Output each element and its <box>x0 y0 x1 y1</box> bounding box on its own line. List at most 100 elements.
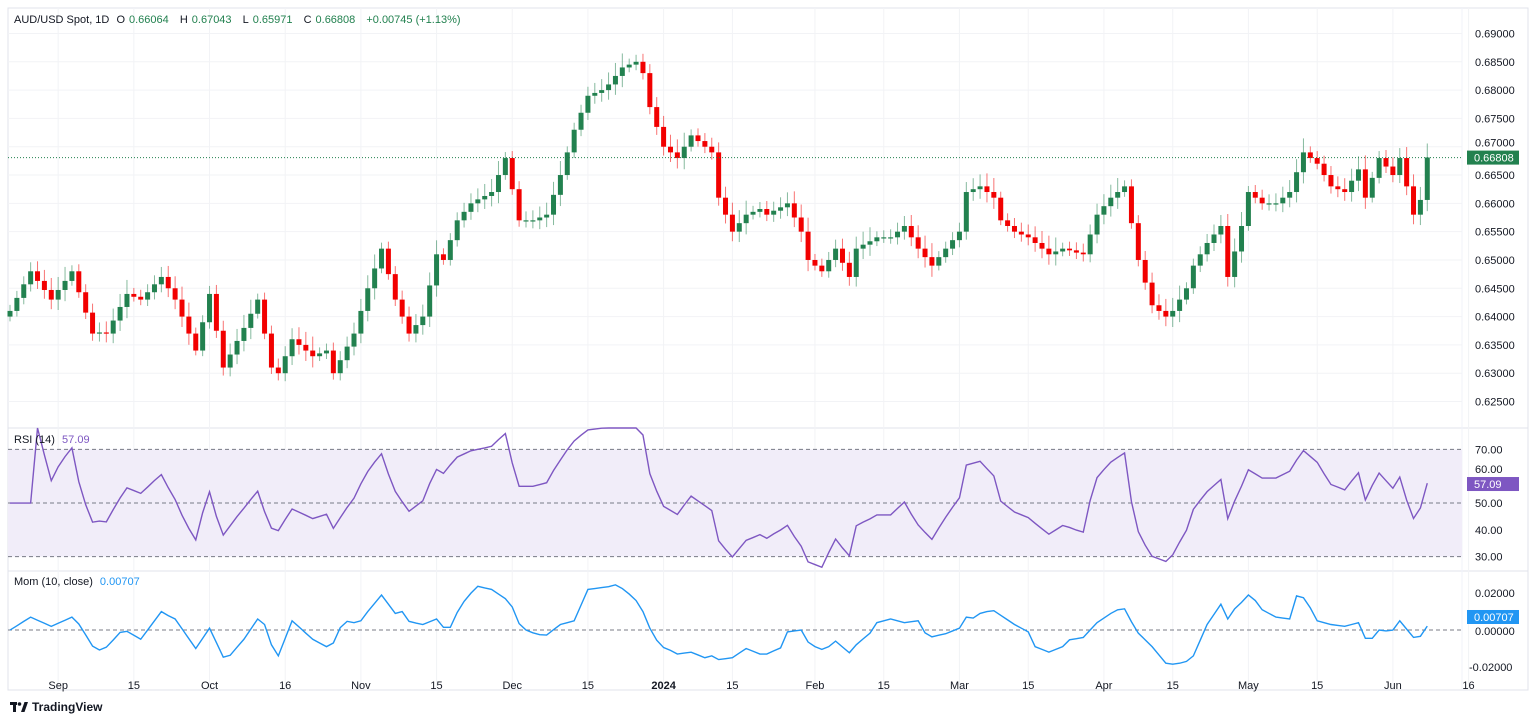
candle-up <box>750 211 756 215</box>
rsi-value: 57.09 <box>62 434 90 446</box>
mom-legend: Mom (10, close) 0.00707 <box>14 576 144 588</box>
time-tick-label: 16 <box>1462 680 1474 692</box>
candle-down <box>661 126 667 147</box>
candle-up <box>1053 251 1059 255</box>
low-value: 0.65971 <box>252 14 293 26</box>
candle-up <box>1183 288 1189 300</box>
candle-up <box>1204 242 1210 255</box>
candle-up <box>351 333 357 347</box>
candle-up <box>468 203 474 212</box>
candle-up <box>599 90 605 93</box>
candle-up <box>901 225 907 232</box>
price-tick-label: 0.64500 <box>1475 283 1515 295</box>
time-tick-label: 2024 <box>651 680 676 692</box>
candle-up <box>1355 169 1361 181</box>
candle-down <box>791 203 797 218</box>
rsi-value-badge <box>1467 477 1519 492</box>
candle-up <box>1170 310 1176 317</box>
candle-up <box>227 354 233 368</box>
candle-up <box>1287 192 1293 198</box>
candle-up <box>950 240 956 249</box>
candle-up <box>28 271 34 285</box>
mom-label: Mom (10, close) <box>14 576 93 588</box>
change-value: +0.00745 (+1.13%) <box>366 14 461 26</box>
candle-down <box>991 192 997 198</box>
candle-up <box>365 288 371 311</box>
candle-up <box>1273 203 1279 205</box>
candle-up <box>943 248 949 258</box>
candle-up <box>977 186 983 190</box>
price-tick-label: 0.62500 <box>1475 397 1515 409</box>
candle-up <box>145 292 151 300</box>
candle-up <box>69 271 75 281</box>
last-price-label: 0.66808 <box>1474 153 1514 165</box>
candle-up <box>110 320 116 334</box>
price-tick-label: 0.64000 <box>1475 312 1515 324</box>
candle-down <box>275 367 281 374</box>
candle-down <box>220 330 226 368</box>
candle-down <box>1259 197 1265 204</box>
candle-down <box>138 296 144 300</box>
candle-up <box>743 214 749 224</box>
candle-down <box>1328 175 1334 187</box>
candle-down <box>1142 259 1148 283</box>
candle-up <box>21 284 27 298</box>
rsi-value-label: 57.09 <box>1474 479 1502 491</box>
price-tick-label: 0.67500 <box>1475 113 1515 125</box>
candle-up <box>420 316 426 326</box>
candle-down <box>1342 189 1348 193</box>
mom-value-label: 0.00707 <box>1474 612 1514 624</box>
time-tick-label: 15 <box>1311 680 1323 692</box>
candle-up <box>681 146 687 159</box>
candle-down <box>716 152 722 198</box>
candle-up <box>461 211 467 221</box>
mom-line <box>9 584 1428 665</box>
candle-up <box>578 112 584 130</box>
candle-up <box>158 276 164 285</box>
rsi-tick-label: 30.00 <box>1475 552 1503 564</box>
candle-up <box>1417 199 1423 215</box>
price-tick-label: 0.68000 <box>1475 85 1515 97</box>
price-tick-label: 0.63500 <box>1475 340 1515 352</box>
candle-up <box>1300 152 1306 173</box>
candle-down <box>654 107 660 127</box>
candle-down <box>399 299 405 317</box>
time-tick-label: 15 <box>430 680 442 692</box>
time-tick-label: 15 <box>128 680 140 692</box>
candle-up <box>1266 203 1272 205</box>
time-tick-label: 15 <box>726 680 738 692</box>
candle-up <box>544 214 550 218</box>
candle-down <box>35 271 41 281</box>
candle-up <box>888 237 894 239</box>
candle-down <box>998 197 1004 221</box>
candle-up <box>454 220 460 241</box>
candle-down <box>76 271 82 293</box>
branding-text: TradingView <box>32 700 103 714</box>
time-tick-label: 15 <box>878 680 890 692</box>
mom-tick-label: -0.02000 <box>1469 662 1512 674</box>
candle-down <box>929 257 935 266</box>
tradingview-logo[interactable]: TradingView <box>10 700 102 714</box>
rsi-tick-label: 60.00 <box>1475 464 1503 476</box>
time-tick-label: Sep <box>48 680 68 692</box>
price-legend: AUD/USD Spot, 1D O 0.66064 H 0.67043 L 0.65… <box>14 14 465 26</box>
candle-down <box>1039 242 1045 249</box>
candle-up <box>55 289 61 300</box>
candle-down <box>647 73 653 108</box>
candle-up <box>592 92 598 96</box>
candle-up <box>757 209 763 212</box>
candle-down <box>172 288 178 300</box>
candle-up <box>14 297 20 311</box>
candle-up <box>447 240 453 260</box>
candle-down <box>1411 186 1417 215</box>
price-tick-label: 0.63000 <box>1475 368 1515 380</box>
price-tick-label: 0.65500 <box>1475 227 1515 239</box>
candle-down <box>213 293 219 331</box>
candle-up <box>372 268 378 289</box>
candle-down <box>798 217 804 232</box>
candle-down <box>1073 250 1079 253</box>
candle-up <box>784 203 790 208</box>
candle-down <box>839 248 845 263</box>
candle-up <box>606 84 612 91</box>
